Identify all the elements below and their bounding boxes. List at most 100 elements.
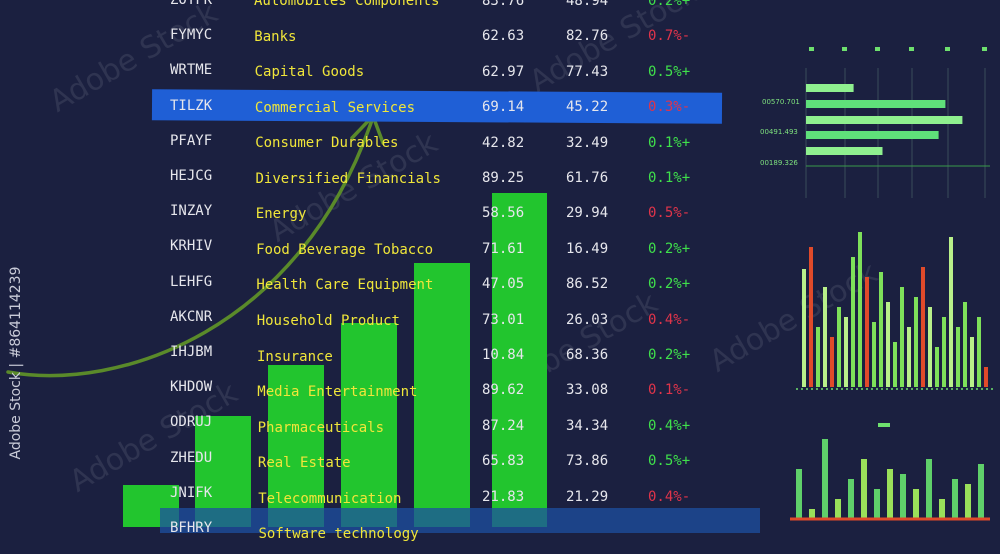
ticker-cell: WRTME xyxy=(170,62,213,79)
stock-id-watermark: Adobe Stock | #864114239 xyxy=(8,266,24,460)
value-cell: 21.29 xyxy=(566,488,609,505)
growth-bar xyxy=(341,323,397,527)
mini-chart-vbar xyxy=(939,499,945,519)
value-cell: 21.83 xyxy=(482,488,525,505)
value-cell: 47.05 xyxy=(482,276,525,293)
ticker-cell: PFAYF xyxy=(170,132,213,149)
mini-chart-vbar xyxy=(942,317,946,387)
table-row[interactable]: HEJCG Diversified Financials 89.25 61.76 0.1… xyxy=(0,168,720,202)
value-cell: 68.36 xyxy=(566,347,609,364)
value-cell: 83.76 xyxy=(482,0,525,9)
table-row[interactable]: TILZK Commercial Services 69.14 45.22 0.3%- xyxy=(0,98,720,132)
mini-chart-tick xyxy=(878,423,890,427)
sector-cell: Automobiles Components xyxy=(254,0,440,9)
ticker-cell: ZOYFK xyxy=(170,0,213,8)
value-cell: 48.94 xyxy=(566,0,609,9)
table-row[interactable]: FYMYC Banks 62.63 82.76 0.7%- xyxy=(0,27,720,61)
mini-chart-vbar xyxy=(844,317,848,387)
mini-chart-vbar xyxy=(926,459,932,519)
ticker-cell: JNIFK xyxy=(170,484,213,501)
value-cell: 73.86 xyxy=(566,453,609,470)
mini-chart-vbar xyxy=(886,302,890,387)
ticker-cell: FYMYC xyxy=(170,27,213,44)
value-cell: 89.62 xyxy=(482,382,525,399)
ticker-cell: LEHFG xyxy=(170,273,213,290)
value-cell: 89.25 xyxy=(482,170,525,187)
change-cell: 0.2%+ xyxy=(648,276,691,293)
table-row[interactable]: WRTME Capital Goods 62.97 77.43 0.5%+ xyxy=(0,62,720,96)
mini-chart-label: 00570.701 xyxy=(762,98,800,106)
value-cell: 62.63 xyxy=(482,28,525,45)
mini-chart-tick xyxy=(945,47,950,51)
table-row[interactable]: ODRUJ Pharmaceuticals 87.24 34.34 0.4%+ xyxy=(0,414,720,448)
sector-cell: Banks xyxy=(254,28,297,45)
mini-chart-tick xyxy=(875,47,880,51)
change-cell: 0.4%+ xyxy=(648,417,691,434)
mini-chart-vbar xyxy=(861,459,867,519)
table-row[interactable]: JNIFK Telecommunication 21.83 21.29 0.4%- xyxy=(0,485,720,519)
mini-chart-tick xyxy=(909,47,914,51)
table-row[interactable]: INZAY Energy 58.56 29.94 0.5%- xyxy=(0,203,720,237)
mini-chart-vbar xyxy=(809,247,813,387)
sector-cell: Pharmaceuticals xyxy=(257,419,385,436)
mini-chart-vbar xyxy=(977,317,981,387)
value-cell: 45.22 xyxy=(566,99,609,116)
change-cell: 0.1%+ xyxy=(648,134,691,151)
table-row[interactable]: KRHIV Food Beverage Tobacco 71.61 16.49 0.2%… xyxy=(0,238,720,272)
mini-chart-label: 00189.326 xyxy=(760,159,798,167)
table-row[interactable]: LEHFG Health Care Equipment 47.05 86.52 0.2%… xyxy=(0,274,720,308)
growth-bar xyxy=(414,263,470,527)
sector-cell: Commercial Services xyxy=(254,99,416,116)
mini-chart-vbar xyxy=(830,337,834,387)
mini-chart-hbar xyxy=(806,131,939,139)
table-row[interactable]: ZHEDU Real Estate 65.83 73.86 0.5%+ xyxy=(0,450,720,484)
change-cell: 0.2%+ xyxy=(648,240,691,257)
mini-chart-vbar xyxy=(956,327,960,387)
ticker-cell: ODRUJ xyxy=(170,414,213,431)
sector-cell: Insurance xyxy=(257,348,333,365)
mini-chart-vbar xyxy=(893,342,897,387)
value-cell: 10.84 xyxy=(482,347,525,364)
mini-chart-tick xyxy=(982,47,987,51)
mini-chart-vbar xyxy=(879,272,883,387)
sector-cell: Energy xyxy=(255,206,307,223)
mini-chart-panel xyxy=(790,47,996,521)
value-cell: 73.01 xyxy=(482,311,525,328)
value-cell: 58.56 xyxy=(482,205,525,222)
value-cell: 42.82 xyxy=(482,134,525,151)
mini-chart-vbar xyxy=(816,327,820,387)
sector-cell: Food Beverage Tobacco xyxy=(256,241,434,258)
mini-chart-vbar xyxy=(848,479,854,519)
sector-cell: Consumer Durables xyxy=(255,135,399,152)
mini-chart-vbar xyxy=(823,287,827,387)
value-cell: 87.24 xyxy=(482,417,525,434)
ticker-cell: HEJCG xyxy=(170,168,213,184)
value-cell: 61.76 xyxy=(566,170,609,187)
mini-chart-vbar xyxy=(914,297,918,387)
sector-cell: Capital Goods xyxy=(254,64,365,81)
table-row[interactable]: ZOYFK Automobiles Components 83.76 48.94 0.2… xyxy=(0,0,720,26)
mini-chart-hbar xyxy=(806,116,963,124)
mini-chart-vbar xyxy=(907,327,911,387)
value-cell: 26.03 xyxy=(566,311,609,328)
value-cell: 65.83 xyxy=(482,453,525,470)
sector-cell: Household Product xyxy=(256,312,400,329)
mini-chart-vbar xyxy=(835,499,841,519)
table-row[interactable]: PFAYF Consumer Durables 42.82 32.49 0.1%+ xyxy=(0,133,720,167)
mini-chart-vbar xyxy=(949,237,953,387)
mini-chart-vbar xyxy=(851,257,855,387)
value-cell: 62.97 xyxy=(482,63,525,80)
table-row[interactable]: KHDOW Media Entertainment 89.62 33.08 0.1%- xyxy=(0,379,720,413)
table-row[interactable]: AKCNR Household Product 73.01 26.03 0.4%- xyxy=(0,309,720,343)
value-cell: 29.94 xyxy=(566,205,609,222)
mini-chart-vbar xyxy=(913,489,919,519)
mini-chart-label: 00491.493 xyxy=(760,128,798,136)
change-cell: 0.7%- xyxy=(648,28,691,45)
sector-cell: Real Estate xyxy=(257,455,351,472)
sector-cell: Media Entertainment xyxy=(257,384,418,401)
change-cell: 0.2%+ xyxy=(648,347,691,364)
ticker-cell: KRHIV xyxy=(170,238,213,255)
table-row[interactable]: IHJBM Insurance 10.84 68.36 0.2%+ xyxy=(0,344,720,378)
change-cell: 0.5%- xyxy=(648,205,691,222)
growth-bar xyxy=(268,365,324,527)
